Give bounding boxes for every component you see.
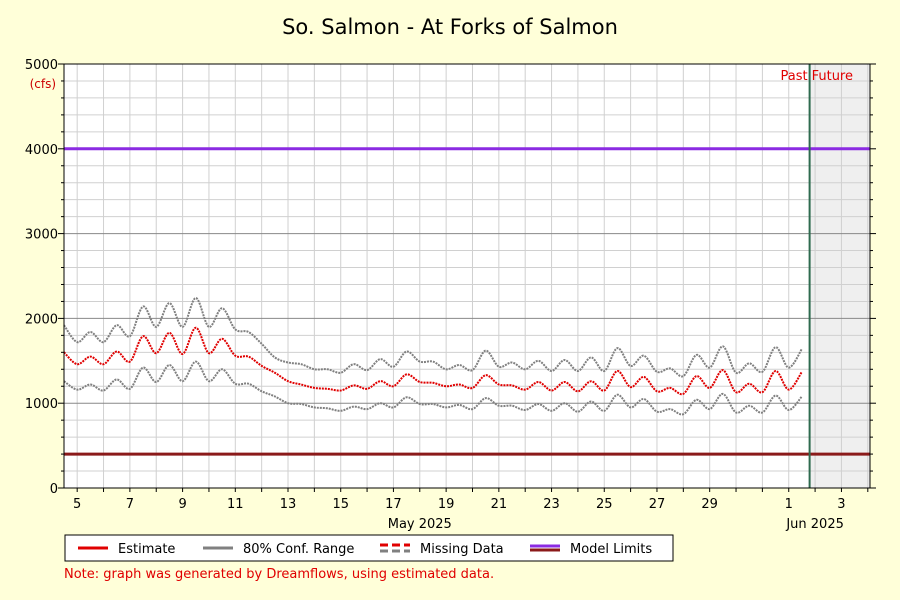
future-shade xyxy=(809,64,870,488)
past-label: Past xyxy=(781,69,808,84)
month-labels: May 2025 Jun 2025 xyxy=(388,517,844,532)
legend: Estimate 80% Conf. Range Missing Data Model… xyxy=(64,534,674,562)
legend-label: Model Limits xyxy=(570,542,652,557)
axis-ticks xyxy=(58,63,876,492)
chart-title: So. Salmon - At Forks of Salmon xyxy=(282,15,618,39)
y-tick-label: 4000 xyxy=(25,143,58,158)
x-tick-label: 1 xyxy=(785,497,793,512)
x-tick-label: 19 xyxy=(438,497,455,512)
legend-label: Estimate xyxy=(118,542,175,557)
x-tick-label: 25 xyxy=(596,497,613,512)
future-label: Future xyxy=(812,69,853,84)
y-tick-label: 1000 xyxy=(25,397,58,412)
footnote: Note: graph was generated by Dreamflows,… xyxy=(64,567,494,582)
minor-grid xyxy=(64,64,870,488)
series-layer xyxy=(63,296,803,416)
legend-label: Missing Data xyxy=(420,542,504,557)
x-tick-label: 21 xyxy=(491,497,508,512)
y-tick-label: 2000 xyxy=(25,312,58,327)
estimate-line xyxy=(63,326,803,396)
plot-frame xyxy=(63,63,871,489)
plot-area xyxy=(64,64,870,488)
x-tick-label: 13 xyxy=(280,497,297,512)
conf-range-upper-line xyxy=(63,296,803,378)
x-tick-label: 29 xyxy=(701,497,718,512)
month-label: Jun 2025 xyxy=(785,517,844,532)
y-tick-label: 5000 xyxy=(25,58,58,73)
y-tick-labels: 0 1000 2000 3000 4000 5000 xyxy=(25,58,58,497)
legend-label: 80% Conf. Range xyxy=(243,542,354,557)
x-tick-label: 7 xyxy=(126,497,134,512)
month-label: May 2025 xyxy=(388,517,452,532)
y-unit-label: (cfs) xyxy=(30,77,56,91)
y-tick-label: 0 xyxy=(50,482,58,497)
y-tick-label: 3000 xyxy=(25,228,58,243)
x-tick-label: 27 xyxy=(649,497,666,512)
x-tick-label: 15 xyxy=(332,497,349,512)
x-tick-label: 11 xyxy=(227,497,244,512)
x-tick-label: 3 xyxy=(837,497,845,512)
legend-box xyxy=(64,534,674,562)
x-tick-labels: 5 7 9 11 13 15 17 19 21 23 25 27 29 1 3 xyxy=(73,497,846,512)
x-tick-label: 5 xyxy=(73,497,81,512)
model-limit-lines xyxy=(64,147,870,456)
legend-items: Estimate 80% Conf. Range Missing Data Model… xyxy=(78,542,652,557)
x-tick-label: 17 xyxy=(385,497,402,512)
x-tick-label: 9 xyxy=(178,497,186,512)
x-tick-label: 23 xyxy=(543,497,560,512)
conf-range-lower-line xyxy=(63,360,803,416)
